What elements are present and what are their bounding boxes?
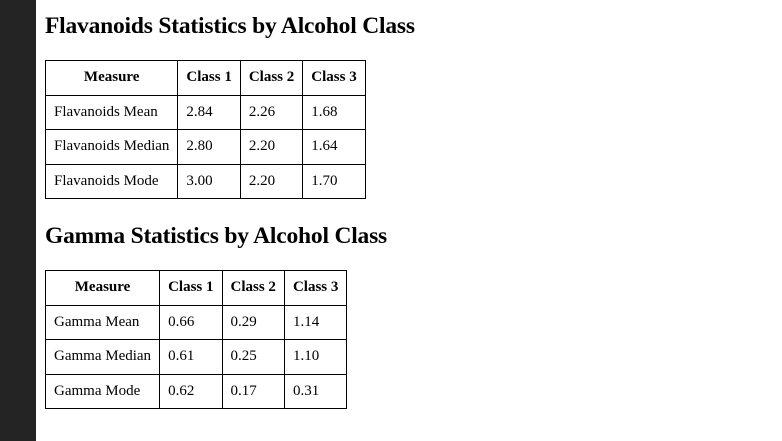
column-header-class-2: Class 2	[221, 270, 285, 306]
class-2-cell: 0.29	[221, 304, 285, 340]
class-1-cell: 2.84	[177, 94, 241, 130]
flavanoids-section-title: Flavanoids Statistics by Alcohol Class	[45, 13, 415, 39]
table-row: Gamma Mode 0.62 0.17 0.31	[44, 373, 348, 409]
column-header-measure: Measure	[44, 270, 161, 306]
table-row: Flavanoids Median 2.80 2.20 1.64	[44, 129, 366, 165]
left-sidebar-strip	[0, 0, 36, 441]
column-header-class-3: Class 3	[302, 60, 366, 96]
class-2-cell: 2.26	[239, 94, 304, 130]
table-header-row: Measure Class 1 Class 2 Class 3	[44, 270, 348, 306]
gamma-statistics-table: Measure Class 1 Class 2 Class 3 Gamma Me…	[44, 270, 348, 409]
class-3-cell: 1.14	[283, 304, 348, 340]
column-header-class-1: Class 1	[159, 270, 223, 306]
class-3-cell: 1.68	[302, 94, 366, 130]
class-1-cell: 2.80	[177, 129, 241, 165]
column-header-class-2: Class 2	[239, 60, 304, 96]
class-2-cell: 2.20	[239, 163, 304, 199]
class-2-cell: 0.25	[221, 339, 285, 375]
row-measure-cell: Flavanoids Mode	[44, 163, 179, 199]
class-1-cell: 0.66	[159, 304, 223, 340]
row-measure-cell: Flavanoids Median	[44, 129, 179, 165]
column-header-class-1: Class 1	[177, 60, 241, 96]
class-3-cell: 1.10	[283, 339, 348, 375]
row-measure-cell: Gamma Mean	[44, 304, 161, 340]
table-row: Gamma Mean 0.66 0.29 1.14	[44, 304, 348, 340]
column-header-class-3: Class 3	[283, 270, 348, 306]
row-measure-cell: Gamma Mode	[44, 373, 161, 409]
class-1-cell: 0.62	[159, 373, 223, 409]
table-row: Flavanoids Mean 2.84 2.26 1.68	[44, 94, 366, 130]
class-3-cell: 0.31	[283, 373, 348, 409]
gamma-section-title: Gamma Statistics by Alcohol Class	[45, 223, 387, 249]
class-1-cell: 0.61	[159, 339, 223, 375]
row-measure-cell: Flavanoids Mean	[44, 94, 179, 130]
column-header-measure: Measure	[44, 60, 179, 96]
table-header-row: Measure Class 1 Class 2 Class 3	[44, 60, 366, 96]
class-1-cell: 3.00	[177, 163, 241, 199]
class-2-cell: 0.17	[221, 373, 285, 409]
table-row: Gamma Median 0.61 0.25 1.10	[44, 339, 348, 375]
class-2-cell: 2.20	[239, 129, 304, 165]
class-3-cell: 1.64	[302, 129, 366, 165]
class-3-cell: 1.70	[302, 163, 366, 199]
row-measure-cell: Gamma Median	[44, 339, 161, 375]
flavanoids-statistics-table: Measure Class 1 Class 2 Class 3 Flavanoi…	[44, 60, 366, 199]
table-row: Flavanoids Mode 3.00 2.20 1.70	[44, 163, 366, 199]
